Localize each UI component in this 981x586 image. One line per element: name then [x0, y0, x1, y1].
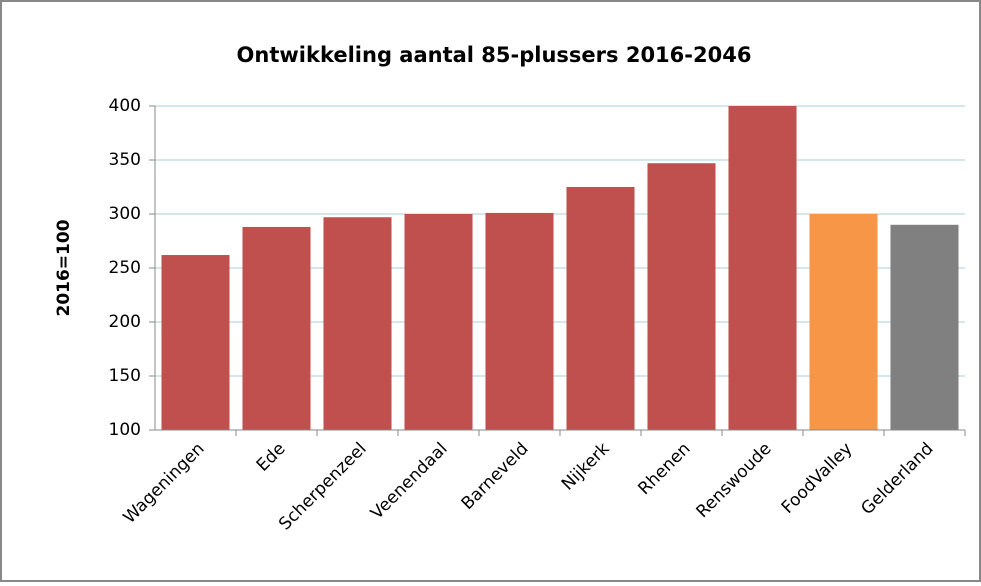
bar [404, 214, 473, 430]
bar [890, 224, 959, 430]
bar [485, 212, 554, 430]
bar [566, 187, 635, 430]
y-tick-label: 400 [109, 96, 141, 116]
bar [242, 226, 311, 430]
y-tick-label: 350 [109, 150, 141, 170]
chart-title: Ontwikkeling aantal 85-plussers 2016-204… [237, 43, 752, 67]
y-tick-label: 250 [109, 258, 141, 278]
bar [809, 214, 878, 430]
y-tick-label: 200 [109, 312, 141, 332]
bar [728, 106, 797, 430]
bar [323, 217, 392, 430]
y-tick-label: 300 [109, 204, 141, 224]
bar [161, 255, 230, 430]
y-tick-label: 150 [109, 366, 141, 386]
y-tick-label: 100 [109, 420, 141, 440]
y-axis-label: 2016=100 [54, 219, 74, 316]
bar [647, 163, 716, 431]
